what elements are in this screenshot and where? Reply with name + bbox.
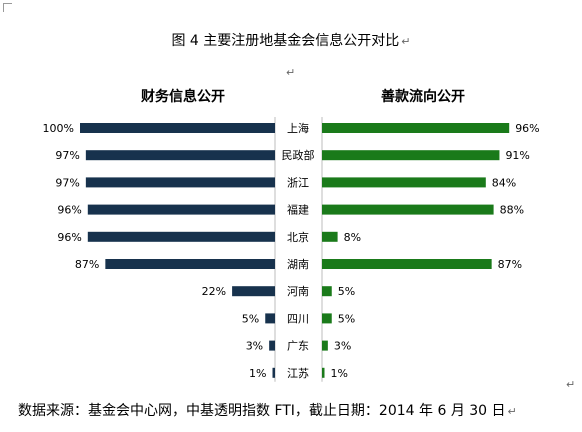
data-label-financial: 97% <box>55 176 79 189</box>
bar-financial-1 <box>85 150 275 161</box>
data-label-financial: 5% <box>242 312 259 325</box>
chart-title-wrap: 图 4 主要注册地基金会信息公开对比 ↵ <box>0 30 582 50</box>
bar-donation-flow-3 <box>322 204 494 215</box>
bar-financial-6 <box>232 286 275 297</box>
data-label-financial: 100% <box>43 122 74 135</box>
bar-financial-5 <box>105 259 275 269</box>
data-label-donation-flow: 84% <box>492 176 516 189</box>
bar-donation-flow-8 <box>322 340 328 351</box>
data-label-donation-flow: 87% <box>498 258 522 271</box>
paragraph-mark: ↵ <box>566 378 576 391</box>
data-label-donation-flow: 8% <box>344 231 361 244</box>
data-label-financial: 97% <box>55 149 79 162</box>
data-label-donation-flow: 5% <box>338 312 355 325</box>
data-label-financial: 22% <box>202 285 226 298</box>
category-label: 湖南 <box>287 258 309 271</box>
bar-donation-flow-7 <box>322 313 332 324</box>
data-label-financial: 96% <box>57 231 81 244</box>
data-label-financial: 96% <box>57 204 81 217</box>
category-label: 民政部 <box>282 148 315 162</box>
data-label-donation-flow: 96% <box>515 122 539 135</box>
data-label-donation-flow: 3% <box>334 340 351 353</box>
paragraph-mark: ↵ <box>507 405 517 418</box>
bar-donation-flow-4 <box>322 231 338 242</box>
paragraph-mark: ↵ <box>286 66 296 79</box>
chart-title: 图 4 主要注册地基金会信息公开对比 <box>171 33 400 49</box>
corner-mark <box>3 3 12 12</box>
category-label: 河南 <box>287 285 309 298</box>
bar-financial-4 <box>87 231 275 242</box>
bar-donation-flow-5 <box>322 259 492 269</box>
bar-donation-flow-9 <box>322 367 325 378</box>
category-label: 江苏 <box>287 367 309 380</box>
data-label-financial: 3% <box>246 340 263 353</box>
bar-donation-flow-2 <box>322 177 486 188</box>
bar-donation-flow-0 <box>322 123 510 133</box>
data-label-donation-flow: 91% <box>505 149 529 162</box>
bar-financial-7 <box>265 313 275 324</box>
bar-financial-0 <box>80 123 275 133</box>
bar-financial-3 <box>87 204 275 215</box>
series-heading-financial: 财务信息公开 <box>140 88 225 105</box>
bar-financial-2 <box>85 177 275 188</box>
category-label: 上海 <box>287 121 309 135</box>
bar-financial-8 <box>269 340 275 351</box>
data-label-donation-flow: 88% <box>500 204 524 217</box>
bar-donation-flow-6 <box>322 286 332 297</box>
source-note: 数据来源：基金会中心网，中基透明指数 FTI，截止日期：2014 年 6 月 3… <box>18 403 506 419</box>
data-label-donation-flow: 1% <box>331 367 348 380</box>
paragraph-mark: ↵ <box>401 35 411 48</box>
category-label: 福建 <box>287 203 309 217</box>
data-label-donation-flow: 5% <box>338 285 355 298</box>
series-heading-donation-flow: 善款流向公开 <box>381 88 465 105</box>
category-label: 四川 <box>287 312 309 325</box>
category-label: 北京 <box>287 230 309 244</box>
source-note-wrap: 数据来源：基金会中心网，中基透明指数 FTI，截止日期：2014 年 6 月 3… <box>18 400 517 420</box>
category-label: 广东 <box>287 340 309 353</box>
bar-donation-flow-1 <box>322 150 500 161</box>
data-label-financial: 87% <box>75 258 99 271</box>
data-label-financial: 1% <box>249 367 266 380</box>
category-label: 浙江 <box>287 176 309 189</box>
bar-financial-9 <box>272 367 275 378</box>
